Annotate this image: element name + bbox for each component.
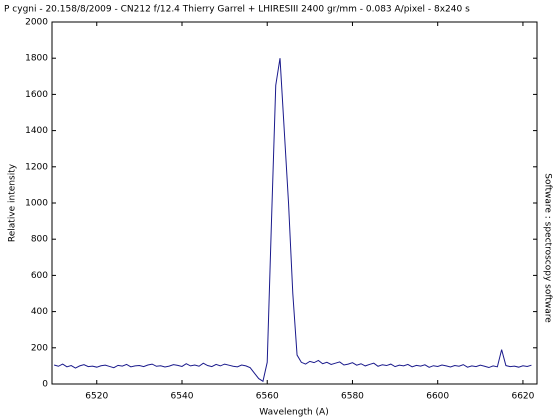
y-tick-label: 1600	[25, 90, 48, 100]
spectrum-line	[53, 58, 532, 383]
x-tick-label: 6540	[171, 392, 194, 402]
y-tick-label: 1000	[25, 199, 48, 209]
y-axis-label: Relative intensity	[8, 163, 18, 242]
y-tick-label: 800	[31, 235, 48, 245]
x-tick-label: 6520	[85, 392, 108, 402]
y-tick-label: 400	[31, 307, 48, 317]
side-note: Software : spectroscopy software	[543, 173, 553, 323]
x-tick-label: 6580	[341, 392, 364, 402]
y-tick-label: 200	[31, 343, 48, 353]
y-tick-label: 2000	[25, 18, 48, 28]
x-tick-label: 6560	[256, 392, 279, 402]
chart-title: P cygni - 20.158/8/2009 - CN212 f/12.4 T…	[4, 5, 470, 15]
x-tick-label: 6600	[426, 392, 449, 402]
y-tick-label: 1400	[25, 126, 48, 136]
plot-frame	[51, 21, 538, 385]
y-tick-label: 1800	[25, 54, 48, 64]
y-tick-label: 600	[31, 271, 48, 281]
x-tick-label: 6620	[511, 392, 534, 402]
y-tick-label: 0	[42, 380, 48, 390]
y-tick-label: 1200	[25, 162, 48, 172]
x-axis-label: Wavelength (A)	[259, 408, 328, 418]
